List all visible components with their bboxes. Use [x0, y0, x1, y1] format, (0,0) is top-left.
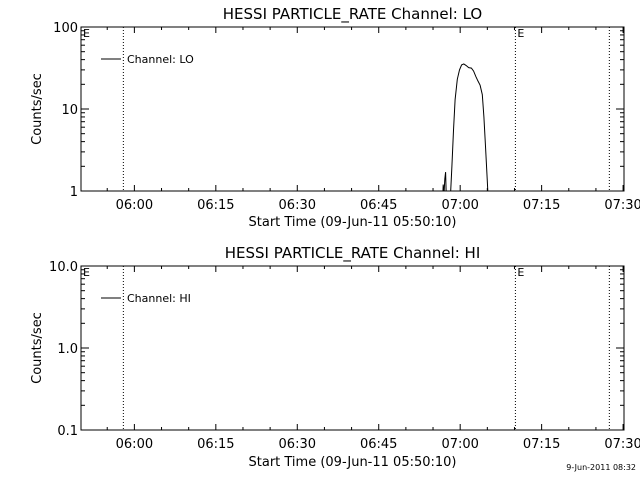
panel-2: HESSI PARTICLE_RATE Channel: HI E E 06:00 06… [30, 244, 640, 470]
panel-2-x-tick-label-6: 07:15 [523, 437, 560, 452]
panel-2-y-axis-label: Counts/sec [30, 312, 45, 384]
panel-2-marker-label-2: E [517, 266, 524, 279]
panel-1-x-tick-label-7: 07:30 [604, 198, 640, 213]
panel-2-y-tick-label-1: 0.1 [57, 424, 78, 439]
panel-1-marker-label-2: E [517, 27, 524, 40]
panel-2-x-tick-label-5: 07:00 [441, 437, 478, 452]
panel-1-x-tick-label-5: 07:00 [441, 198, 478, 213]
chart-panels: HESSI PARTICLE_RATE Channel: LO E E 06:00 06… [30, 5, 640, 470]
panel-1-x-tick-label-1: 06:00 [116, 198, 153, 213]
panel-1-x-tick-label-6: 07:15 [523, 198, 560, 213]
panel-1-y-tick-label-3: 100 [53, 21, 78, 36]
panel-1-x-tick-label-4: 06:45 [360, 198, 397, 213]
panel-1-x-tick-label-2: 06:15 [197, 198, 234, 213]
panel-2-y-tick-label-2: 1.0 [57, 342, 78, 357]
panel-1-x-tick-label-3: 06:30 [279, 198, 316, 213]
panel-1-y-tick-label-1: 1 [70, 185, 78, 200]
panel-2-legend-label: Channel: HI [127, 292, 191, 305]
panel-2-x-tick-label-1: 06:00 [116, 437, 153, 452]
panel-2-x-axis-label: Start Time (09-Jun-11 05:50:10) [249, 455, 457, 470]
panel-2-corner-label: E [83, 266, 90, 279]
panel-1-y-axis-label: Counts/sec [30, 73, 45, 145]
panel-2-x-tick-label-2: 06:15 [197, 437, 234, 452]
panel-2-title: HESSI PARTICLE_RATE Channel: HI [225, 244, 481, 263]
panel-1-legend-label: Channel: LO [127, 53, 194, 66]
footer-timestamp: 9-Jun-2011 08:32 [566, 463, 636, 472]
panel-2-x-tick-label-7: 07:30 [604, 437, 640, 452]
panel-1-series-line-1-segment-2 [450, 63, 489, 191]
panel-1-title: HESSI PARTICLE_RATE Channel: LO [223, 5, 482, 24]
panel-1-y-tick-label-2: 10 [61, 103, 78, 118]
panel-1: HESSI PARTICLE_RATE Channel: LO E E 06:00 06… [30, 5, 640, 230]
panel-1-corner-label: E [83, 27, 90, 40]
panel-2-x-tick-label-3: 06:30 [279, 437, 316, 452]
panel-2-x-tick-label-4: 06:45 [360, 437, 397, 452]
panel-2-y-tick-label-3: 10.0 [49, 260, 78, 275]
panel-1-x-axis-label: Start Time (09-Jun-11 05:50:10) [249, 215, 457, 230]
panel-1-series-line-1-segment-1 [442, 172, 447, 191]
